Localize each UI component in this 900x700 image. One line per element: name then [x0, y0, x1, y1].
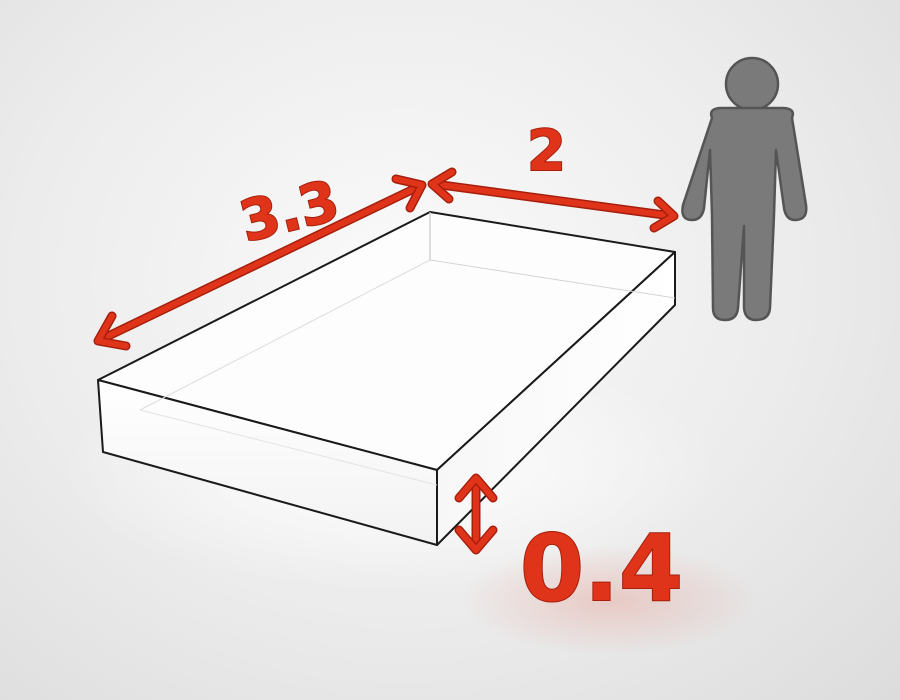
height-label: 0.4 [520, 515, 683, 622]
width-label: 2 [527, 119, 566, 184]
box-inner-edge [139, 259, 431, 411]
width-arrow [427, 167, 679, 233]
box-inner-edge [139, 409, 438, 486]
height-arrow [454, 473, 498, 555]
person-icon [681, 56, 808, 322]
box-right-face [436, 251, 676, 546]
box-inner-edge [429, 259, 676, 299]
label-glow [460, 545, 760, 655]
length-arrow [93, 174, 427, 351]
length-label: 3.3 [234, 168, 346, 255]
